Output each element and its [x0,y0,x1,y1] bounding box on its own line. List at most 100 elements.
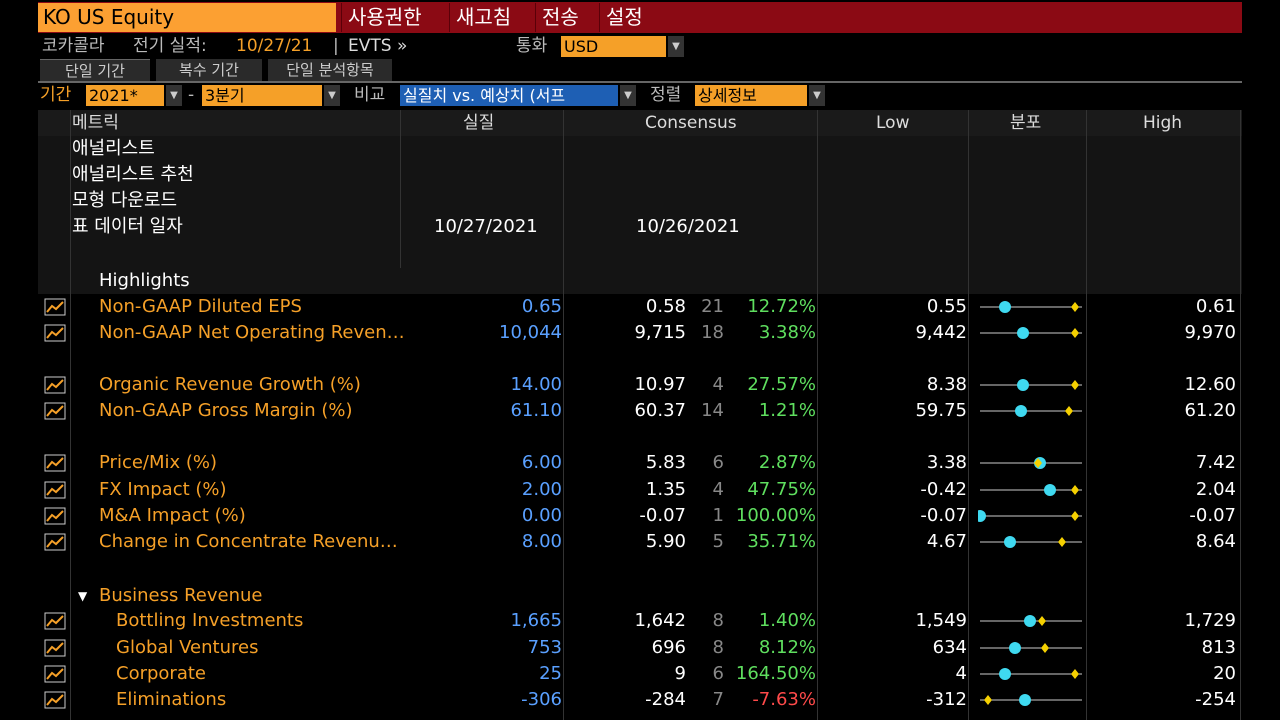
consensus-date: 10/26/2021 [636,216,740,237]
surprise-percent: 2.87% [758,452,816,473]
distribution-plot [978,687,1084,713]
chart-icon[interactable] [44,481,66,499]
surprise-percent: 47.75% [747,479,816,500]
settings-button[interactable]: 설정 [599,3,661,32]
consensus-value: 696 [651,637,686,658]
consensus-dot [999,668,1011,680]
events-link[interactable]: EVTS » [348,36,408,56]
low-value: 8.38 [926,374,967,395]
chart-icon[interactable] [44,402,66,420]
refresh-button[interactable]: 새고침 [449,3,533,32]
compare-select[interactable]: 실질치 vs. 예상치 (서프 [400,85,618,106]
low-value: 0.55 [926,296,967,317]
metric-name[interactable]: Change in Concentrate Revenu… [99,531,398,552]
low-value: 9,442 [915,322,967,343]
high-value: -254 [1195,689,1236,710]
model-download-link[interactable]: 모형 다운로드 [72,190,178,211]
consensus-value: -0.07 [639,505,686,526]
surprise-percent: 35.71% [747,531,816,552]
metric-name[interactable]: Corporate [116,663,206,684]
chart-icon[interactable] [44,507,66,525]
metric-name[interactable]: M&A Impact (%) [99,505,246,526]
metric-name[interactable]: Bottling Investments [116,610,304,631]
actual-diamond [1071,511,1079,521]
chart-icon[interactable] [44,324,66,342]
chart-icon[interactable] [44,639,66,657]
permissions-button[interactable]: 사용권한 [341,3,447,32]
table-header [38,110,1242,136]
metric-name[interactable]: Global Ventures [116,637,259,658]
export-button[interactable]: 전송 [535,3,597,32]
consensus-value: 1,642 [634,610,686,631]
metric-name[interactable]: Non-GAAP Gross Margin (%) [99,400,353,421]
quarter-select[interactable]: 3분기 [202,85,322,106]
surprise-percent: 3.38% [758,322,816,343]
estimate-count: 1 [712,505,724,526]
distribution-plot [978,661,1084,687]
metric-name[interactable]: Non-GAAP Diluted EPS [99,296,302,317]
chevron-down-icon[interactable]: ▼ [620,85,636,106]
ticker-field[interactable]: KO US Equity [38,3,336,32]
col-low[interactable]: Low [876,113,910,133]
tab-single-metric[interactable]: 단일 분석항목 [268,59,392,81]
metric-name[interactable]: Non-GAAP Net Operating Reven… [99,322,405,343]
estimate-count: 6 [712,452,724,473]
high-value: 8.64 [1195,531,1236,552]
section-business-revenue[interactable]: Business Revenue [99,585,263,606]
chevron-down-icon[interactable]: ▼ [668,36,684,57]
triangle-down-icon[interactable]: ▼ [78,589,88,603]
section-highlights: Highlights [99,270,190,291]
consensus-dot [974,510,986,522]
chevron-down-icon[interactable]: ▼ [166,85,182,106]
surprise-percent: 164.50% [735,663,816,684]
tab-divider [38,81,1242,83]
consensus-value: -284 [645,689,686,710]
chevron-down-icon[interactable]: ▼ [324,85,340,106]
actual-value: 8.00 [521,531,562,552]
metric-name[interactable]: Price/Mix (%) [99,452,218,473]
chart-icon[interactable] [44,454,66,472]
col-distribution[interactable]: 분포 [1010,113,1042,133]
consensus-dot [999,301,1011,313]
consensus-dot [1004,536,1016,548]
consensus-value: 9 [674,663,686,684]
col-metric[interactable]: 메트릭 [72,113,119,133]
year-select[interactable]: 2021* [86,85,164,106]
surprise-percent: 12.72% [747,296,816,317]
analysts-link[interactable]: 애널리스트 [72,138,155,159]
metric-name[interactable]: FX Impact (%) [99,479,227,500]
chart-icon[interactable] [44,612,66,630]
chart-icon[interactable] [44,298,66,316]
high-value: 813 [1201,637,1236,658]
tab-single-period[interactable]: 단일 기간 [40,59,150,81]
period-dash: - [188,85,195,105]
col-consensus[interactable]: Consensus [645,113,737,133]
estimate-count: 4 [712,374,724,395]
sort-select[interactable]: 상세정보 [695,85,807,106]
consensus-dot [1017,379,1029,391]
high-value: 2.04 [1195,479,1236,500]
low-value: 1,549 [915,610,967,631]
tab-multi-period[interactable]: 복수 기간 [156,59,262,81]
actual-diamond [1038,616,1046,626]
col-actual[interactable]: 실질 [463,113,495,133]
metric-name[interactable]: Organic Revenue Growth (%) [99,374,361,395]
chart-icon[interactable] [44,376,66,394]
chart-icon[interactable] [44,665,66,683]
last-report-label: 전기 실적: [133,36,207,56]
currency-select[interactable]: USD [561,36,666,57]
metric-name[interactable]: Eliminations [116,689,227,710]
consensus-dot [1019,694,1031,706]
consensus-dot [1015,405,1027,417]
estimate-count: 4 [712,479,724,500]
col-high[interactable]: High [1143,113,1183,133]
chart-icon[interactable] [44,533,66,551]
actual-value: 25 [539,663,562,684]
distribution-plot [978,635,1084,661]
analyst-recommendations-link[interactable]: 애널리스트 추천 [72,164,194,185]
distribution-plot [978,398,1084,424]
chart-icon[interactable] [44,691,66,709]
consensus-dot [1009,642,1021,654]
consensus-value: 9,715 [634,322,686,343]
chevron-down-icon[interactable]: ▼ [809,85,825,106]
